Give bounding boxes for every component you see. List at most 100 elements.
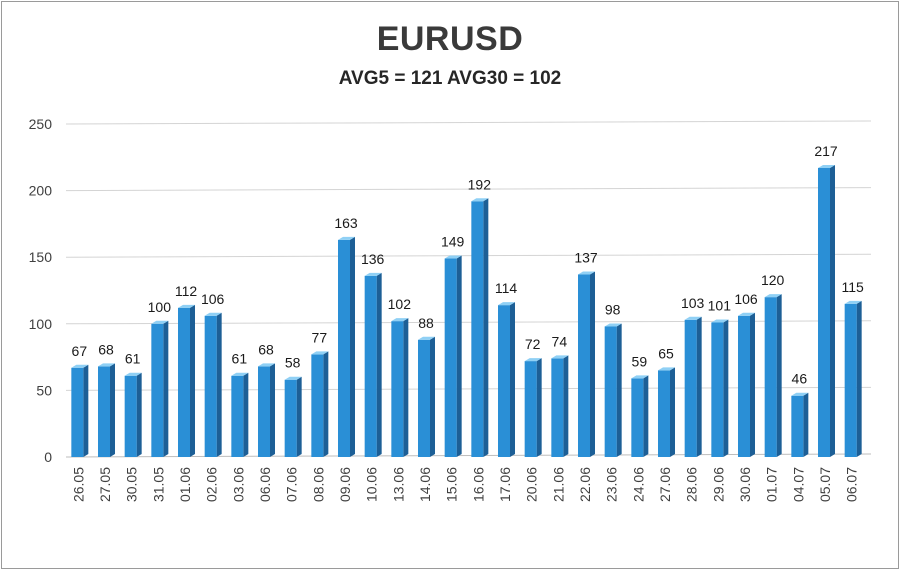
bar-value-label: 98 xyxy=(605,301,621,317)
bar-front xyxy=(604,326,617,457)
bar xyxy=(151,320,169,457)
x-tick-label: 02.06 xyxy=(204,467,220,502)
bar-top xyxy=(604,323,622,327)
bar-front xyxy=(98,366,110,457)
bar-top xyxy=(844,300,862,304)
bar xyxy=(818,164,835,457)
bar-value-label: 106 xyxy=(734,291,758,307)
bar-front xyxy=(204,315,217,457)
gridlines xyxy=(65,120,872,458)
bar-side xyxy=(296,376,302,457)
bar-side xyxy=(723,319,729,457)
x-tick-label: 10.06 xyxy=(364,467,380,502)
bar-top xyxy=(444,255,462,259)
bar xyxy=(844,300,862,457)
x-tick-label: 01.07 xyxy=(764,467,780,502)
bar-value-label: 149 xyxy=(441,234,465,250)
bars xyxy=(71,164,862,458)
gridline xyxy=(65,253,872,258)
bar xyxy=(204,312,222,457)
x-tick-label: 21.06 xyxy=(550,467,566,502)
bar-top xyxy=(418,336,435,340)
x-tick-label: 27.05 xyxy=(97,467,113,502)
bar-value-label: 100 xyxy=(148,299,172,315)
bar-top xyxy=(818,164,835,168)
bar-value-label: 61 xyxy=(232,351,248,367)
bar-value-label: 115 xyxy=(842,279,865,295)
bar-front xyxy=(524,361,537,457)
bar-side xyxy=(376,272,382,457)
chart-subtitle: AVG5 = 121 AVG30 = 102 xyxy=(338,68,562,89)
x-tick-label: 05.07 xyxy=(817,467,833,502)
bar-value-label: 58 xyxy=(285,355,301,371)
bar-side xyxy=(483,198,489,458)
y-tick-label: 0 xyxy=(44,449,52,465)
bar-front xyxy=(818,167,830,457)
bar-side xyxy=(776,294,782,457)
bar-front xyxy=(764,297,777,457)
bar-value-label: 68 xyxy=(258,341,274,357)
y-axis-ticks: 0 50 100 150 200 250 xyxy=(29,116,53,465)
bar-side xyxy=(216,312,222,457)
bar-front xyxy=(844,303,857,457)
bar xyxy=(658,367,675,457)
bar-side xyxy=(830,164,835,457)
gridline xyxy=(65,453,872,458)
bar xyxy=(364,272,382,457)
bar-side xyxy=(350,236,355,457)
x-tick-label: 20.06 xyxy=(524,467,540,502)
bar-top xyxy=(284,376,302,380)
bar-front xyxy=(284,379,297,457)
bar-side xyxy=(136,372,142,457)
bar-value-label: 137 xyxy=(574,250,598,266)
bar-side xyxy=(696,316,702,457)
gridline xyxy=(65,320,872,325)
bar-side xyxy=(430,336,435,457)
bar-top xyxy=(258,363,275,367)
bar-value-label: 103 xyxy=(681,295,705,311)
bar-value-label: 68 xyxy=(98,341,114,357)
bar xyxy=(471,198,489,458)
bar-top xyxy=(471,198,489,202)
bar-top xyxy=(338,236,355,240)
bar-value-label: 67 xyxy=(72,343,88,359)
bar-top xyxy=(391,318,409,322)
y-tick-label: 50 xyxy=(36,382,52,398)
bar xyxy=(524,358,542,457)
x-tick-label: 15.06 xyxy=(444,467,460,502)
gridline xyxy=(65,187,872,192)
bar-side xyxy=(536,358,542,457)
bar-top xyxy=(124,372,142,376)
bar-top xyxy=(364,272,382,276)
bar-front xyxy=(738,315,750,457)
bar-top xyxy=(711,319,729,323)
x-tick-label: 23.06 xyxy=(604,467,620,502)
bar-front xyxy=(231,375,244,457)
bar xyxy=(444,255,462,457)
bar xyxy=(791,392,809,457)
x-tick-label: 03.06 xyxy=(230,467,246,502)
bar-front xyxy=(551,358,564,457)
bar-top xyxy=(498,302,515,306)
bar xyxy=(631,375,649,457)
bar-value-label: 59 xyxy=(632,353,648,369)
bar-front xyxy=(124,375,137,457)
y-tick-label: 250 xyxy=(29,116,53,132)
bar xyxy=(311,351,329,457)
bar-side xyxy=(323,351,329,457)
bar-front xyxy=(151,323,164,457)
bar-front xyxy=(71,367,84,457)
bar-side xyxy=(856,300,862,457)
bar-side xyxy=(270,363,275,457)
bar-side xyxy=(643,375,649,457)
bar xyxy=(284,376,302,457)
bar-value-label: 163 xyxy=(334,215,358,231)
y-tick-label: 200 xyxy=(29,183,53,199)
bar-front xyxy=(338,239,350,457)
x-tick-label: 07.06 xyxy=(284,467,300,502)
bar-top xyxy=(578,271,595,275)
bar-top xyxy=(551,355,569,359)
x-tick-label: 22.06 xyxy=(577,467,593,502)
